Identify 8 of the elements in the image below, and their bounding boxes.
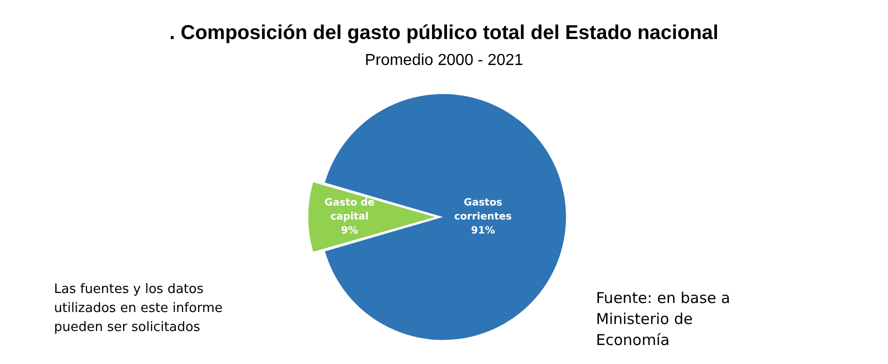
data-label: 91% <box>471 226 495 237</box>
chart-subtitle: Promedio 2000 - 2021 <box>364 52 524 70</box>
slice-label: Gasto de capital <box>324 198 375 223</box>
slice-label: Gastos corrientes <box>454 198 512 223</box>
source-note: Fuente: en base a Ministerio de Economía <box>596 288 732 351</box>
chart-title: . Composición del gasto público total del Estado nacional <box>168 22 720 45</box>
data-label: 9% <box>341 226 358 237</box>
text: Las fuentes y los datos utilizados en este informe pueden ser solicitados <box>54 281 224 337</box>
